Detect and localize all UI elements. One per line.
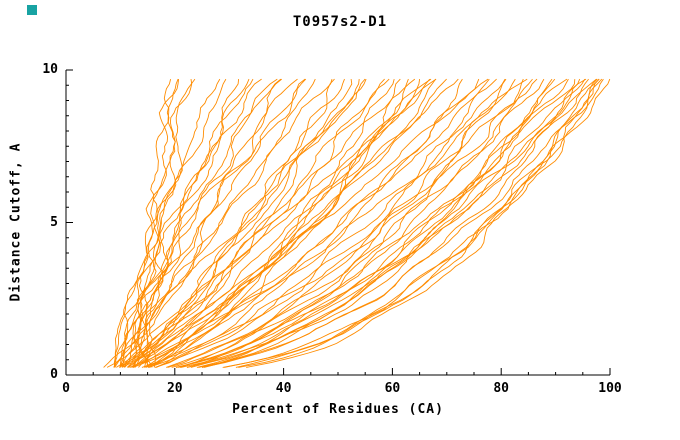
model-curve [143,78,345,368]
y-tick-label: 10 [42,62,58,77]
model-curve [136,79,180,368]
x-tick-label: 0 [62,381,70,396]
model-curve [176,78,533,368]
model-curve [132,78,528,368]
model-curve [155,78,497,368]
model-curve [186,78,597,368]
model-curve [121,78,447,368]
model-curve [196,78,553,368]
model-curve [131,78,489,368]
model-curve [187,78,569,368]
x-tick-label: 100 [598,381,622,396]
model-curve [116,78,385,368]
model-curve [129,78,437,368]
model-curve [124,79,240,368]
model-curve [127,78,390,368]
model-curve [145,78,409,368]
model-curve [134,78,367,368]
model-curve [166,78,545,368]
model-curve [149,78,432,368]
model-curve [119,78,459,368]
model-curve [154,78,506,368]
model-curve [119,78,250,368]
model-curve [246,78,603,368]
model-curve [103,78,366,368]
model-curve [123,78,401,368]
model-curve [122,78,306,368]
chart-title: T0957s2-D1 [292,14,388,30]
model-curve [167,79,576,368]
model-curve [179,78,516,368]
model-curve [106,78,437,368]
model-curve [178,78,507,368]
x-tick-label: 20 [166,381,183,396]
model-curve [114,78,316,368]
y-tick-label: 0 [50,367,58,382]
x-tick-label: 40 [275,381,292,396]
model-curve [143,78,480,368]
model-curve [137,78,179,368]
model-curve [114,78,227,368]
model-curve [138,79,353,368]
model-curve [145,78,196,368]
model-curve [121,78,307,368]
model-curve [134,78,282,368]
model-curve [113,78,262,368]
model-curve [190,78,587,368]
y-tick-label: 5 [50,214,58,230]
model-curve [224,78,611,368]
model-curve [145,78,395,368]
x-tick-label: 80 [493,381,510,396]
model-curve [148,78,538,368]
x-axis-label: Percent of Residues (CA) [232,402,444,417]
model-curve [113,78,221,368]
model-curve [202,78,586,368]
model-curve [155,78,524,368]
model-curve [222,78,598,368]
model-curve [238,78,600,368]
x-tick-label: 60 [384,381,401,396]
model-curve [120,78,333,368]
model-curve [132,78,431,368]
model-curve [113,78,254,368]
corner-marker-icon [27,5,37,15]
